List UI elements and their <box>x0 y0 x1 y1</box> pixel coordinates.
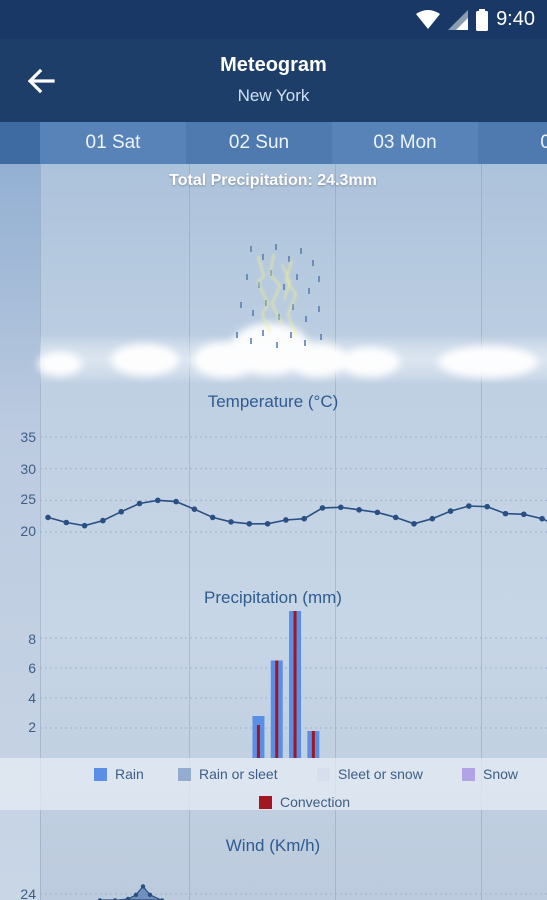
precipitation-chart <box>40 611 547 758</box>
total-precipitation: Total Precipitation: 24.3mm <box>169 172 377 189</box>
precipitation-legend: Rain Rain or sleet Sleet or snow Snow Co… <box>0 758 547 810</box>
legend-item-rain-or-sleet: Rain or sleet <box>178 766 278 782</box>
legend-item-sleet-or-snow: Sleet or snow <box>317 766 423 782</box>
precip-axis-label: 6 <box>28 660 36 676</box>
legend-label: Sleet or snow <box>338 766 423 782</box>
day-tabs: 01 Sat 02 Sun 03 Mon 04 <box>40 122 547 164</box>
temperature-point <box>191 506 198 512</box>
legend-item-convection: Convection <box>259 794 350 810</box>
day-tab-3[interactable]: 03 Mon <box>332 122 478 164</box>
convection-bar <box>293 611 297 758</box>
cloud-icon <box>38 323 538 378</box>
lightning-icon <box>257 253 297 337</box>
temperature-point <box>502 510 509 517</box>
temperature-point <box>118 508 124 515</box>
temperature-point <box>466 503 472 509</box>
legend-swatch <box>94 767 107 781</box>
wind-point <box>140 884 146 889</box>
legend-label: Rain <box>115 766 144 782</box>
legend-swatch <box>259 795 272 809</box>
rain-drops-icon <box>236 244 322 348</box>
status-time: 9:40 <box>496 8 535 30</box>
temperature-point <box>63 519 70 526</box>
wind-point <box>133 892 139 897</box>
wind-area <box>99 885 163 900</box>
legend-label: Rain or sleet <box>199 766 278 782</box>
temperature-point <box>392 514 399 521</box>
status-icons: 9:40 <box>416 8 535 31</box>
temperature-point <box>228 519 234 525</box>
precip-axis-label: 8 <box>28 631 36 647</box>
legend-item-snow: Snow <box>462 766 518 782</box>
temperature-point <box>447 508 454 514</box>
legend-swatch <box>178 767 191 781</box>
convection-bar <box>256 725 260 758</box>
meteogram-content[interactable]: 01 Sat 02 Sun 03 Mon 04 Total Precipitat… <box>0 122 547 900</box>
day-tab-1[interactable]: 01 Sat <box>40 122 186 164</box>
temperature-point <box>45 514 51 521</box>
wind-chart <box>40 884 547 900</box>
precip-axis-label: 4 <box>28 690 36 706</box>
temperature-point <box>155 497 161 504</box>
temp-axis-label: 20 <box>20 523 36 539</box>
convection-bar <box>275 660 279 758</box>
wind-title: Wind (Km/h) <box>225 836 321 855</box>
back-arrow-icon[interactable] <box>26 66 56 96</box>
temperature-point <box>264 520 271 527</box>
precip-axis-label: 2 <box>28 719 36 735</box>
status-bar: 9:40 <box>0 0 547 38</box>
cloud-band <box>38 244 547 384</box>
temperature-point <box>521 511 527 518</box>
day-tabs-spacer <box>0 122 40 164</box>
temperature-point <box>136 500 143 507</box>
battery-icon <box>476 8 489 31</box>
temperature-point <box>246 520 253 527</box>
legend-item-rain: Rain <box>94 766 144 782</box>
temperature-point <box>338 504 344 511</box>
grid-line <box>189 164 190 900</box>
temp-axis-label: 35 <box>20 429 36 445</box>
temperature-point <box>484 503 491 510</box>
legend-swatch <box>317 767 330 781</box>
precipitation-title: Precipitation (mm) <box>204 588 342 607</box>
cell-signal-icon <box>448 9 469 30</box>
temp-axis-label: 30 <box>20 461 36 477</box>
legend-label: Convection <box>280 794 351 810</box>
wind-point <box>125 896 131 900</box>
day-tab-2[interactable]: 02 Sun <box>186 122 332 164</box>
temperature-chart <box>40 436 547 533</box>
temperature-point <box>283 517 289 523</box>
temperature-line <box>47 499 547 527</box>
temperature-point <box>429 515 436 522</box>
wind-axis-label: 24 <box>20 886 36 900</box>
day-tab-4[interactable]: 04 <box>478 122 547 164</box>
temperature-point <box>374 509 381 516</box>
page-title: Meteogram <box>220 54 327 76</box>
wind-point <box>147 892 153 897</box>
convection-bar <box>311 731 315 758</box>
wifi-icon <box>416 9 441 29</box>
legend-swatch <box>462 767 475 781</box>
temperature-point <box>319 505 326 511</box>
temperature-title: Temperature (°C) <box>207 392 339 411</box>
temperature-point <box>356 507 362 513</box>
temperature-point <box>209 514 216 521</box>
location-subtitle: New York <box>237 86 310 105</box>
temperature-point <box>100 517 106 524</box>
temperature-point <box>81 522 88 529</box>
temperature-point <box>173 498 179 505</box>
temperature-point <box>411 520 417 527</box>
temperature-point <box>301 515 308 522</box>
temperature-point <box>539 515 545 522</box>
temp-axis-label: 25 <box>20 491 36 507</box>
legend-label: Snow <box>483 766 519 782</box>
app-bar: Meteogram New York <box>0 38 547 122</box>
